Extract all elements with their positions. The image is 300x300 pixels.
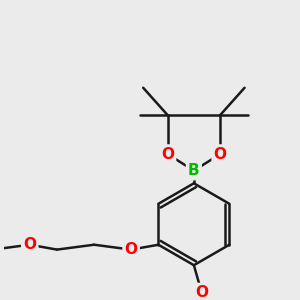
Text: O: O bbox=[195, 285, 208, 300]
Text: O: O bbox=[124, 242, 138, 257]
Text: O: O bbox=[161, 147, 174, 161]
Text: O: O bbox=[214, 147, 227, 161]
Text: B: B bbox=[188, 163, 200, 178]
Text: O: O bbox=[23, 237, 36, 252]
